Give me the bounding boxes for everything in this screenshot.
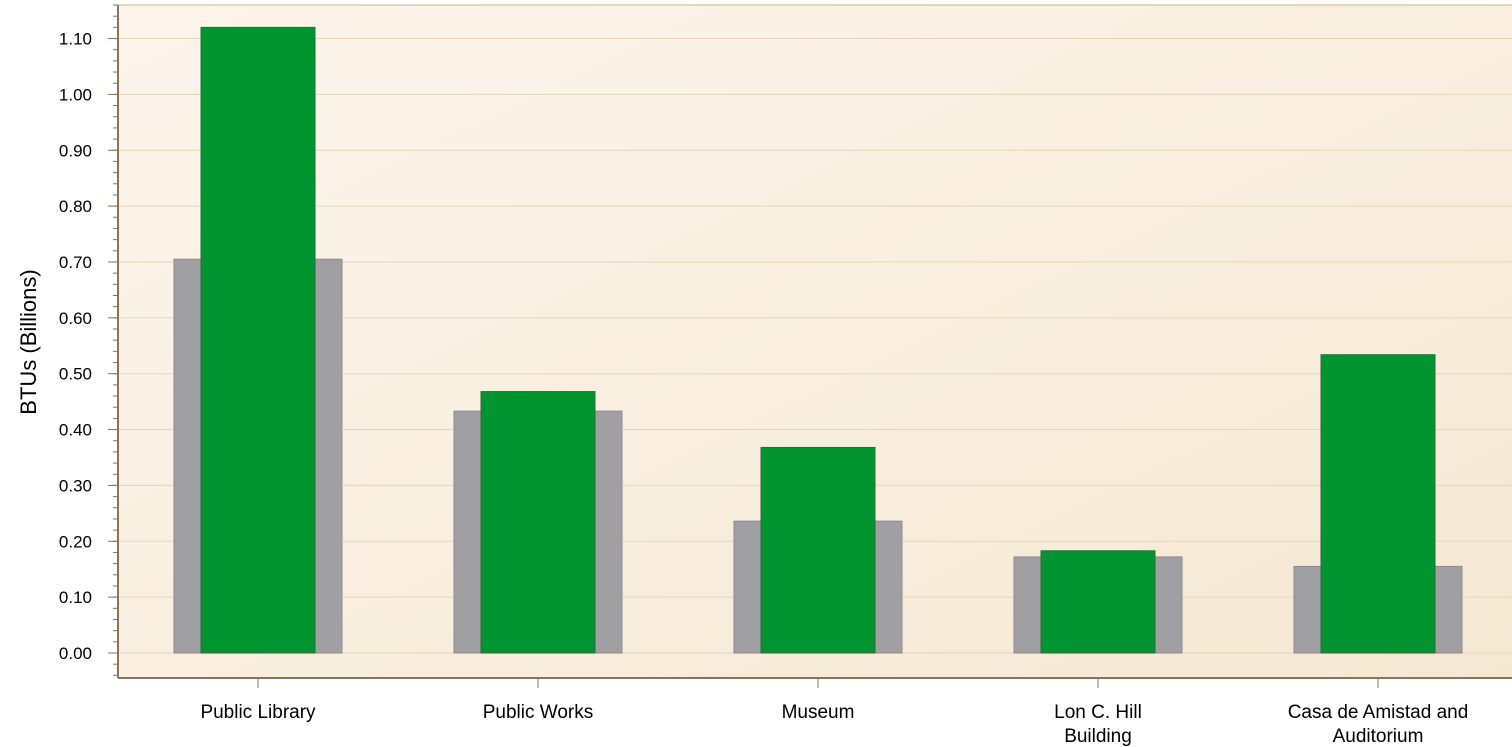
bar-series-2 <box>1320 354 1436 654</box>
x-tick-label-line: Museum <box>782 702 855 723</box>
y-tick-label: 0.30 <box>59 476 92 495</box>
x-tick-label: Museum <box>782 702 855 723</box>
y-tick-label: 1.10 <box>59 30 92 49</box>
x-tick-label-line: Lon C. Hill <box>1054 702 1142 723</box>
y-tick-label: 0.40 <box>59 421 92 440</box>
tick-labels: 0.00 0.10 0.20 0.30 0.40 0.50 0.60 0.70 0.80 0.90… <box>59 30 1468 747</box>
x-tick-label: Public Works <box>483 702 594 723</box>
bar-series-2 <box>480 391 596 654</box>
x-tick-label-line: Casa de Amistad and <box>1288 702 1469 723</box>
y-tick-label: 0.80 <box>59 197 92 216</box>
y-tick-label: 0.10 <box>59 588 92 607</box>
y-tick-label: 0.20 <box>59 532 92 551</box>
bar-series-2 <box>760 446 876 654</box>
y-tick-label: 0.90 <box>59 141 92 160</box>
y-tick-label: 1.00 <box>59 85 92 104</box>
y-tick-label: 0.70 <box>59 253 92 272</box>
x-tick-label-line: Public Works <box>483 702 594 723</box>
y-tick-label: 0.60 <box>59 309 92 328</box>
y-tick-label: 0.50 <box>59 365 92 384</box>
bar-series-2 <box>1040 550 1156 654</box>
bar-series-2 <box>200 26 316 654</box>
x-tick-label-line: Public Library <box>200 702 316 723</box>
y-axis-title: BTUs (Billions) <box>16 269 41 414</box>
axes <box>108 4 1512 688</box>
x-tick-label: Casa de Amistad and Auditorium <box>1288 702 1469 747</box>
y-tick-label: 0.00 <box>59 644 92 663</box>
bars <box>173 26 1463 654</box>
x-tick-label: Lon C. Hill Building <box>1054 702 1142 747</box>
x-tick-label: Public Library <box>200 702 316 723</box>
x-tick-label-line: Building <box>1064 726 1132 747</box>
x-tick-label-line: Auditorium <box>1333 726 1424 747</box>
